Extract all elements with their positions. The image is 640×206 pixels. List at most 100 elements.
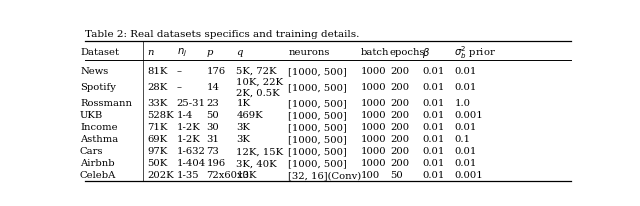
Text: epochs: epochs (390, 48, 426, 57)
Text: 1-2K: 1-2K (177, 135, 200, 143)
Text: $n_j$: $n_j$ (177, 46, 187, 59)
Text: 200: 200 (390, 146, 409, 156)
Text: 1-2K: 1-2K (177, 123, 200, 131)
Text: CelebA: CelebA (80, 171, 116, 179)
Text: 200: 200 (390, 158, 409, 167)
Text: 1-35: 1-35 (177, 171, 199, 179)
Text: 31: 31 (207, 135, 220, 143)
Text: 1000: 1000 (360, 67, 386, 76)
Text: 0.1: 0.1 (454, 135, 470, 143)
Text: 0.01: 0.01 (422, 98, 445, 108)
Text: Asthma: Asthma (80, 135, 118, 143)
Text: [1000, 500]: [1000, 500] (288, 158, 347, 167)
Text: Table 2: Real datasets specifics and training details.: Table 2: Real datasets specifics and tra… (85, 30, 359, 39)
Text: 0.01: 0.01 (422, 123, 445, 131)
Text: 1-632: 1-632 (177, 146, 205, 156)
Text: 0.01: 0.01 (422, 146, 445, 156)
Text: [1000, 500]: [1000, 500] (288, 98, 347, 108)
Text: 3K: 3K (236, 123, 250, 131)
Text: 10K, 22K
2K, 0.5K: 10K, 22K 2K, 0.5K (236, 77, 284, 97)
Text: 72x60x3: 72x60x3 (207, 171, 250, 179)
Text: Airbnb: Airbnb (80, 158, 115, 167)
Text: Income: Income (80, 123, 118, 131)
Text: 69K: 69K (147, 135, 167, 143)
Text: 1-4: 1-4 (177, 110, 193, 119)
Text: 0.01: 0.01 (422, 135, 445, 143)
Text: batch: batch (360, 48, 388, 57)
Text: 528K: 528K (147, 110, 173, 119)
Text: [1000, 500]: [1000, 500] (288, 123, 347, 131)
Text: 0.01: 0.01 (454, 123, 477, 131)
Text: 200: 200 (390, 110, 409, 119)
Text: 0.01: 0.01 (422, 158, 445, 167)
Text: $\sigma_b^2$ prior: $\sigma_b^2$ prior (454, 44, 497, 61)
Text: Rossmann: Rossmann (80, 98, 132, 108)
Text: 3K, 40K: 3K, 40K (236, 158, 277, 167)
Text: 97K: 97K (147, 146, 167, 156)
Text: 1000: 1000 (360, 146, 386, 156)
Text: 202K: 202K (147, 171, 173, 179)
Text: p: p (207, 48, 213, 57)
Text: 1000: 1000 (360, 98, 386, 108)
Text: 196: 196 (207, 158, 226, 167)
Text: 200: 200 (390, 83, 409, 91)
Text: 1-404: 1-404 (177, 158, 206, 167)
Text: [1000, 500]: [1000, 500] (288, 135, 347, 143)
Text: 10K: 10K (236, 171, 257, 179)
Text: 0.01: 0.01 (422, 67, 445, 76)
Text: 200: 200 (390, 135, 409, 143)
Text: Spotify: Spotify (80, 83, 116, 91)
Text: 200: 200 (390, 123, 409, 131)
Text: 50K: 50K (147, 158, 167, 167)
Text: $\beta$: $\beta$ (422, 46, 430, 60)
Text: 469K: 469K (236, 110, 263, 119)
Text: 0.01: 0.01 (454, 158, 477, 167)
Text: 0.01: 0.01 (422, 110, 445, 119)
Text: 1000: 1000 (360, 158, 386, 167)
Text: 200: 200 (390, 67, 409, 76)
Text: 30: 30 (207, 123, 220, 131)
Text: 14: 14 (207, 83, 220, 91)
Text: 50: 50 (207, 110, 220, 119)
Text: [1000, 500]: [1000, 500] (288, 67, 347, 76)
Text: q: q (236, 48, 243, 57)
Text: 73: 73 (207, 146, 220, 156)
Text: 0.01: 0.01 (454, 83, 477, 91)
Text: 25-31: 25-31 (177, 98, 205, 108)
Text: 0.01: 0.01 (454, 146, 477, 156)
Text: UKB: UKB (80, 110, 103, 119)
Text: 23: 23 (207, 98, 220, 108)
Text: [32, 16](Conv): [32, 16](Conv) (288, 171, 362, 179)
Text: 71K: 71K (147, 123, 167, 131)
Text: 0.01: 0.01 (422, 83, 445, 91)
Text: –: – (177, 67, 182, 76)
Text: 1.0: 1.0 (454, 98, 470, 108)
Text: 28K: 28K (147, 83, 167, 91)
Text: 1000: 1000 (360, 123, 386, 131)
Text: 12K, 15K: 12K, 15K (236, 146, 284, 156)
Text: 100: 100 (360, 171, 380, 179)
Text: 1K: 1K (236, 98, 250, 108)
Text: 0.001: 0.001 (454, 171, 483, 179)
Text: 1000: 1000 (360, 110, 386, 119)
Text: [1000, 500]: [1000, 500] (288, 146, 347, 156)
Text: 0.01: 0.01 (454, 67, 477, 76)
Text: –: – (177, 83, 182, 91)
Text: 3K: 3K (236, 135, 250, 143)
Text: Dataset: Dataset (80, 48, 119, 57)
Text: News: News (80, 67, 108, 76)
Text: Cars: Cars (80, 146, 104, 156)
Text: n: n (147, 48, 154, 57)
Text: 176: 176 (207, 67, 226, 76)
Text: 0.001: 0.001 (454, 110, 483, 119)
Text: [1000, 500]: [1000, 500] (288, 110, 347, 119)
Text: 0.01: 0.01 (422, 171, 445, 179)
Text: 50: 50 (390, 171, 403, 179)
Text: 1000: 1000 (360, 83, 386, 91)
Text: 200: 200 (390, 98, 409, 108)
Text: [1000, 500]: [1000, 500] (288, 83, 347, 91)
Text: 1000: 1000 (360, 135, 386, 143)
Text: 81K: 81K (147, 67, 167, 76)
Text: 5K, 72K: 5K, 72K (236, 67, 276, 76)
Text: neurons: neurons (288, 48, 330, 57)
